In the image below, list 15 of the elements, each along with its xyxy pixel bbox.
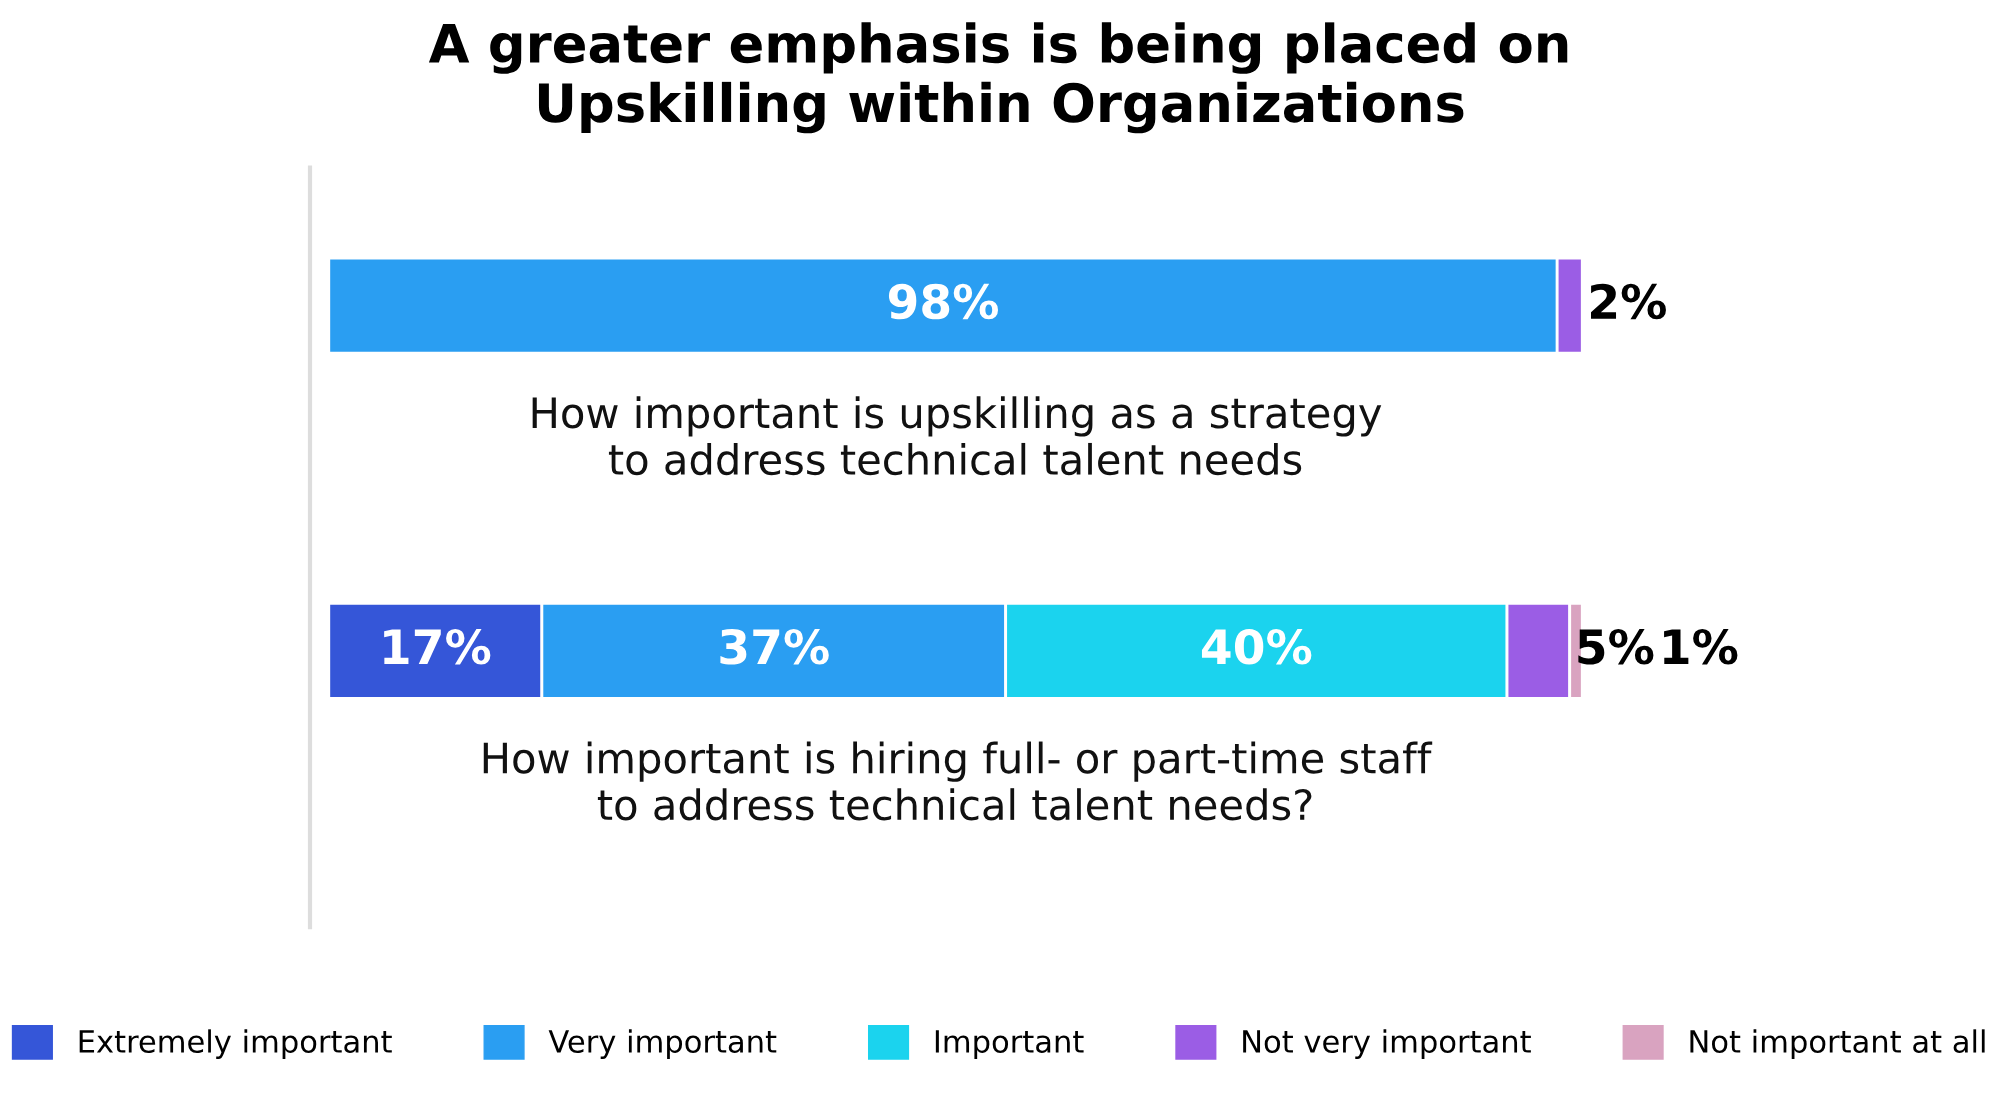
data-label: 2% [1591,283,1666,320]
y-tick-label: How important is upskilling as a strategy to address technical talent needs [532,396,1382,476]
legend-label: Not important at all [1690,1029,1985,1059]
y-tick-label: How important is hiring full- or part-time staff to address technical talent needs? [483,741,1433,821]
data-label: 5% [1578,628,1654,665]
legend-label: Extremely important [79,1029,392,1059]
data-label: 98% [888,283,999,320]
data-label: 17% [384,628,491,665]
legend-label: Very important [548,1029,777,1059]
data-label: 40% [1201,628,1312,665]
data-label: 1% [1664,628,1738,665]
chart-title: A greater emphasis is being placed on Upskilling within Organizations [428,22,1568,134]
legend-label: Important [935,1030,1084,1059]
legend-label: Not very important [1243,1029,1531,1059]
data-label: 37% [720,628,829,665]
